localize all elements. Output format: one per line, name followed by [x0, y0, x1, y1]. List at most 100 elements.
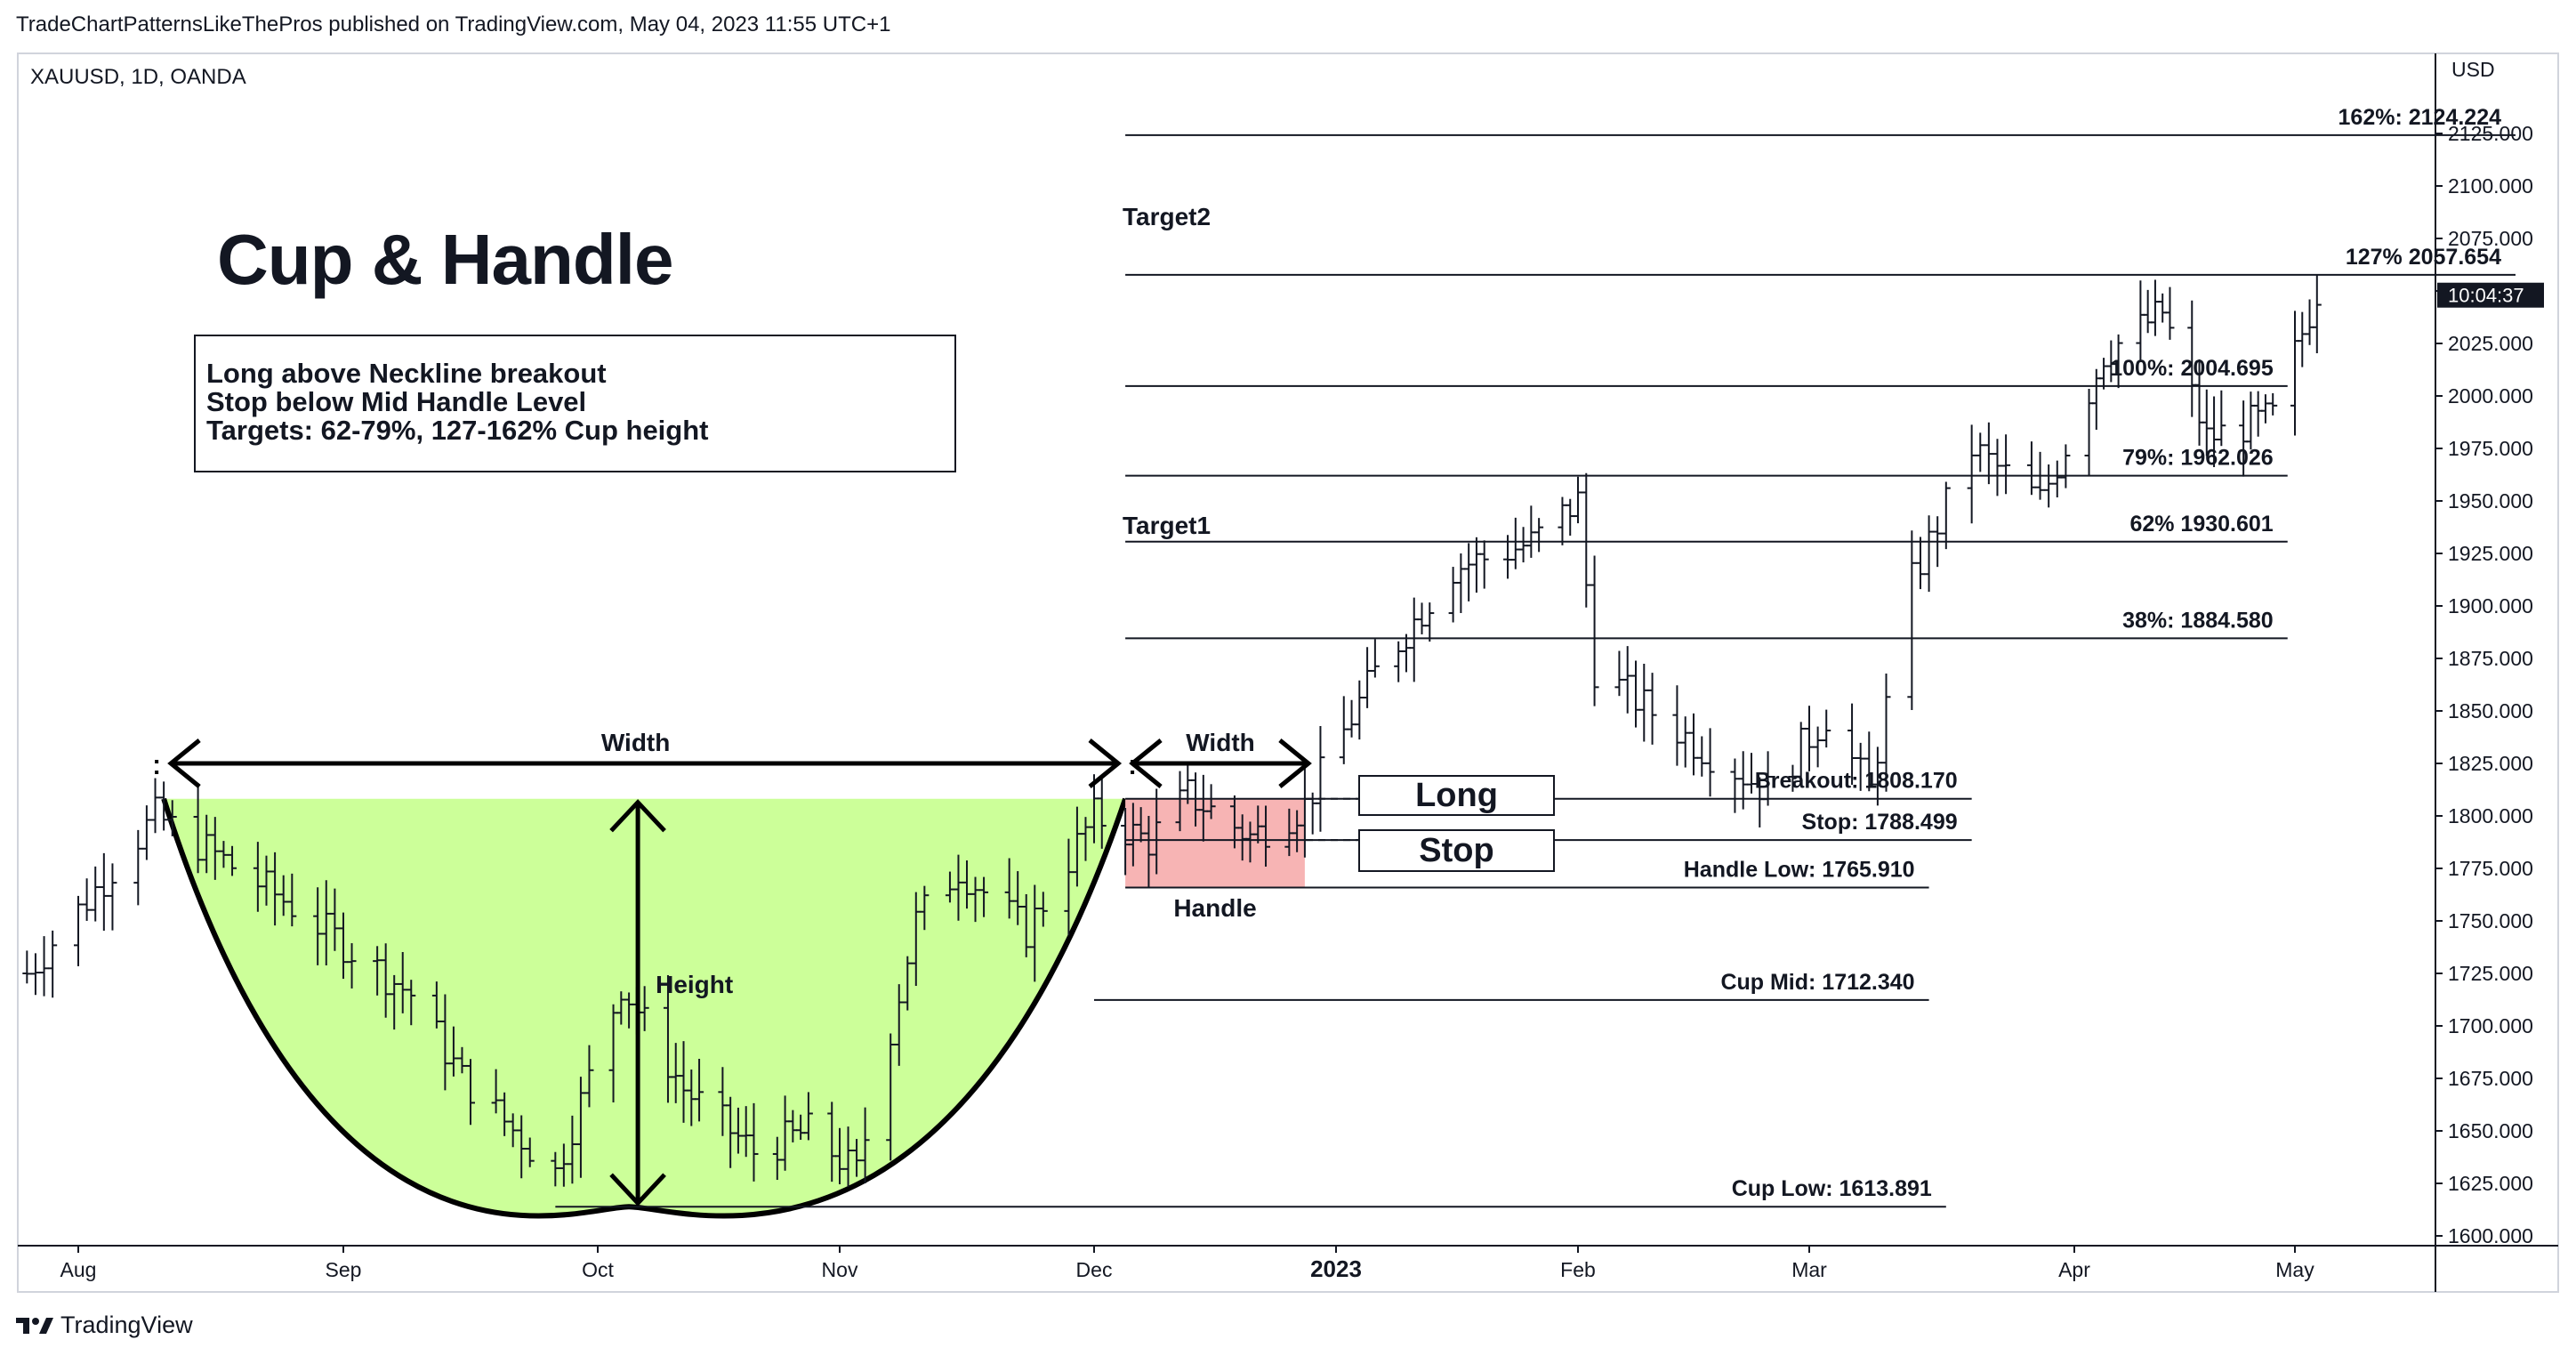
handle-width-label: Width [1186, 729, 1255, 756]
ohlc-bar [1081, 817, 1091, 861]
ohlc-bar [2143, 289, 2153, 334]
ohlc-bar [1355, 680, 1364, 740]
ohlc-bar [1689, 713, 1698, 776]
ohlc-bar [1976, 432, 1985, 472]
ohlc-bar [1582, 472, 1591, 608]
ohlc-bar [1907, 530, 1917, 710]
ohlc-bar [835, 1127, 844, 1184]
ohlc-bar [398, 952, 407, 1013]
height-arrow [609, 799, 666, 1207]
level-label: Breakout: 1808.170 [1755, 769, 1958, 794]
ohlc-bar [1822, 709, 1831, 748]
target1-label: Target1 [1123, 512, 1211, 539]
ohlc-bar [1672, 685, 1682, 766]
ohlc-bar [431, 981, 441, 1029]
ohlc-bar [1347, 699, 1356, 738]
level-label: Cup Mid: 1712.340 [1720, 970, 1914, 995]
ohlc-bar [1316, 726, 1325, 832]
level: 79%: 1962.026 [1125, 446, 2288, 477]
ohlc-bar [1941, 481, 1951, 550]
ohlc-bar [347, 943, 357, 989]
price-tick-label: 2000.000 [2448, 384, 2533, 408]
cup-width-label: Width [601, 729, 671, 756]
level: 62% 1930.601 [1125, 512, 2288, 543]
ohlc-bar [448, 1026, 458, 1077]
time-tick-label: Apr [2058, 1258, 2090, 1281]
ohlc-bar [962, 860, 971, 909]
ohlc-bar [2217, 390, 2226, 447]
ohlc-bar [1738, 751, 1748, 810]
ohlc-bar [202, 814, 212, 874]
price-tick-label: 2100.000 [2448, 174, 2533, 198]
ohlc-bar [1697, 736, 1707, 777]
ohlc-bar [1680, 716, 1690, 768]
ohlc-bar [228, 845, 237, 876]
price-tick-label: 1600.000 [2448, 1224, 2533, 1247]
ohlc-bar [2044, 464, 2054, 508]
ohlc-bar [1864, 731, 1874, 792]
strategy-notes: Long above Neckline breakout Stop below … [194, 335, 956, 472]
time-tick-label: Dec [1076, 1258, 1113, 1281]
tradingview-logo[interactable]: TradingView [16, 1312, 193, 1339]
arrow-head [609, 799, 666, 833]
price-tick-label: 2025.000 [2448, 332, 2533, 355]
ohlc-bar [1526, 505, 1536, 558]
price-tick-label: 1975.000 [2448, 437, 2533, 460]
ohlc-bar [1647, 673, 1657, 745]
price-tick-label: 1925.000 [2448, 542, 2533, 565]
price-axis: USD 1600.000 1625.000 1650.000 1675.000 1700.… [2435, 58, 2544, 1247]
long-label: Long [1358, 775, 1555, 816]
level: 162%: 2124.224 [1125, 105, 2516, 136]
ohlc-bar [141, 805, 151, 860]
ohlc-bar [2136, 280, 2145, 361]
ohlc-bar [1064, 838, 1074, 936]
ohlc-bar [640, 986, 649, 1031]
ohlc-bar [150, 778, 160, 834]
ohlc-bar [219, 841, 229, 868]
ohlc-bar [1566, 498, 1575, 537]
time-tick-label: 2023 [1310, 1255, 1362, 1282]
ohlc-bar [1363, 647, 1373, 708]
ohlc-bar [108, 863, 117, 931]
ohlc-bar [2084, 389, 2094, 477]
ohlc-bar [457, 1046, 467, 1074]
ohlc-bar [568, 1115, 577, 1184]
price-tick-label: 1800.000 [2448, 804, 2533, 827]
level-label: 100%: 2004.695 [2110, 356, 2274, 381]
ohlc-bar [1518, 527, 1528, 563]
level-label: 38%: 1884.580 [2122, 608, 2274, 633]
ohlc-bar [1796, 722, 1806, 784]
level-label: Cup Low: 1613.891 [1732, 1176, 1932, 1201]
ohlc-bar [584, 1045, 594, 1108]
ohlc-bar [1590, 555, 1599, 706]
ohlc-bar [1730, 758, 1740, 813]
level-lines: 162%: 2124.224 127% 2057.654 100%: 2004.69… [555, 105, 2516, 1208]
ohlc-bar [39, 936, 49, 997]
time-tick-label: Oct [582, 1258, 614, 1281]
ohlc-bar [1261, 805, 1271, 867]
target2-label: Target2 [1123, 203, 1211, 230]
ohlc-bar [749, 1102, 759, 1182]
ohlc-bar [1574, 476, 1582, 524]
time-tick-label: Feb [1560, 1258, 1596, 1281]
ohlc-bar [517, 1115, 527, 1179]
ohlc-bar [2246, 391, 2256, 450]
ohlc-bar [30, 953, 40, 996]
ohlc-bar [525, 1137, 535, 1167]
ohlc-bar [1425, 602, 1435, 642]
ohlc-bar [373, 946, 382, 996]
ohlc-bar [466, 1059, 475, 1126]
ohlc-bar [278, 875, 288, 916]
ohlc-bar [920, 885, 930, 931]
ohlc-bar [1915, 537, 1925, 590]
time-tick-label: Mar [1791, 1258, 1827, 1281]
ohlc-bar [2099, 358, 2109, 390]
price-tick-label: 1775.000 [2448, 857, 2533, 880]
time-tick-label: Nov [822, 1258, 858, 1281]
price-tick-label: 1825.000 [2448, 752, 2533, 775]
ohlc-bar [843, 1126, 853, 1187]
ohlc-bar [82, 878, 92, 921]
ohlc-bar [2253, 391, 2263, 437]
last-price-tag [2437, 282, 2544, 308]
